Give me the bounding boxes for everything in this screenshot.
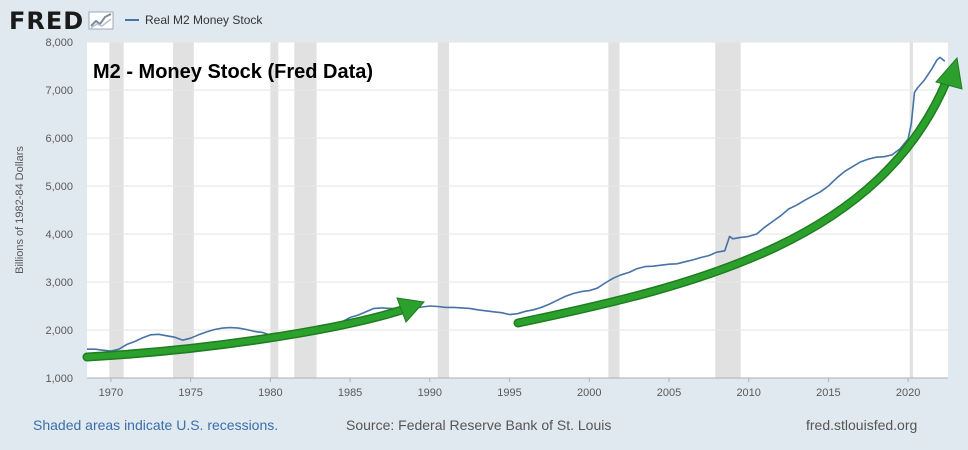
fred-url-link[interactable]: fred.stlouisfed.org xyxy=(806,417,917,433)
y-tick-label: 6,000 xyxy=(45,133,73,145)
trend-arrows xyxy=(82,56,963,362)
x-tick-label: 2015 xyxy=(816,387,840,399)
recession-band-6 xyxy=(715,42,741,378)
x-tick-label: 1995 xyxy=(497,387,521,399)
y-tick-label: 3,000 xyxy=(45,277,73,289)
x-tick-label: 1985 xyxy=(338,387,362,399)
recession-band-7 xyxy=(909,42,913,378)
series-layer xyxy=(87,56,946,352)
trend-arrow-1 xyxy=(84,306,408,360)
y-tick-label: 1,000 xyxy=(45,373,73,385)
x-tick-label: 1970 xyxy=(99,387,123,399)
x-tick-label: 2000 xyxy=(577,387,601,399)
series-line-0 xyxy=(87,56,946,352)
y-tick-label: 4,000 xyxy=(45,229,73,241)
recession-band-4 xyxy=(437,42,449,378)
x-tick-label: 1975 xyxy=(178,387,202,399)
recession-band-3 xyxy=(294,42,317,378)
trend-arrow-1-head xyxy=(396,297,425,323)
x-tick-label: 1980 xyxy=(258,387,282,399)
y-axis-ticks: 1,000 2,000 3,000 4,000 5,000 6,000 7,000 8,000 xyxy=(45,37,73,385)
x-tick-label: 2020 xyxy=(896,387,920,399)
x-tick-label: 2005 xyxy=(657,387,681,399)
y-tick-label: 7,000 xyxy=(45,85,73,97)
plot-area xyxy=(87,42,948,378)
legend[interactable]: Real M2 Money Stock xyxy=(125,13,263,27)
x-axis-ticks: 1970 1975 1980 1985 1990 1995 2000 2005 2010 2015… xyxy=(99,378,920,399)
y-tick-label: 2,000 xyxy=(45,325,73,337)
x-tick-label: 1990 xyxy=(418,387,442,399)
recession-band-0 xyxy=(109,42,124,378)
trend-arrow-2 xyxy=(515,77,950,326)
fred-logo-text: FRED xyxy=(9,7,84,35)
legend-label: Real M2 Money Stock xyxy=(145,13,263,27)
recession-band-1 xyxy=(173,42,194,378)
trend-arrow-2-head xyxy=(935,56,963,90)
y-axis-label: Billions of 1982-84 Dollars xyxy=(14,146,26,274)
gridlines xyxy=(87,41,948,379)
overlay-title: M2 - Money Stock (Fred Data) xyxy=(93,61,373,83)
chart-trend-icon xyxy=(88,11,114,30)
x-tick-label: 2010 xyxy=(736,387,760,399)
recession-bands xyxy=(109,42,913,378)
recession-band-5 xyxy=(608,42,620,378)
y-tick-label: 5,000 xyxy=(45,181,73,193)
source-text: Source: Federal Reserve Bank of St. Loui… xyxy=(346,417,611,433)
fred-logo[interactable]: FRED xyxy=(9,7,114,35)
recession-note: Shaded areas indicate U.S. recessions. xyxy=(33,417,278,433)
y-tick-label: 8,000 xyxy=(45,37,73,49)
recession-band-2 xyxy=(270,42,279,378)
